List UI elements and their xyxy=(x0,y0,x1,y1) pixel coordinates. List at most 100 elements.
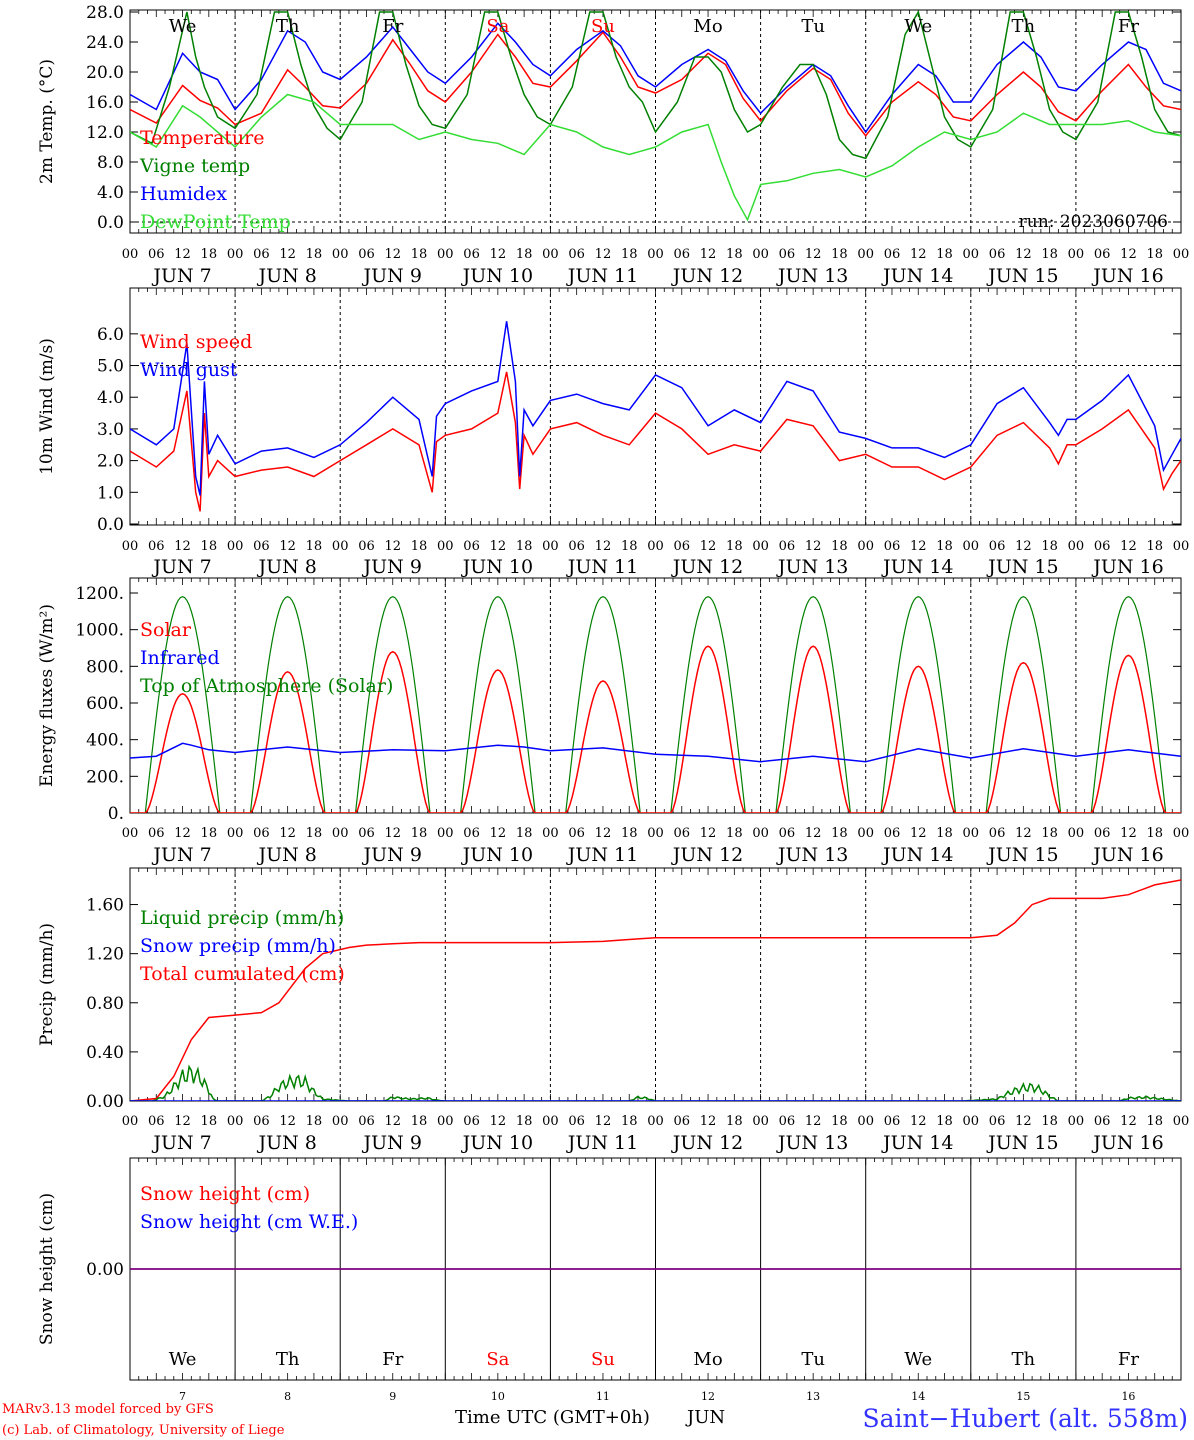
hour-tick-label: 00 xyxy=(647,826,664,841)
hour-tick-label: 18 xyxy=(201,1114,218,1129)
hour-tick-label: 00 xyxy=(857,1114,874,1129)
hour-tick-label: 00 xyxy=(1173,247,1190,262)
temp-ylabel: 2m Temp. (°C) xyxy=(37,59,57,184)
date-label: JUN 7 xyxy=(151,1132,211,1154)
hour-tick-label: 12 xyxy=(384,1114,401,1129)
panel-wind: 0.0 1.0 2.0 3.0 4.0 5.0 6.0 10m Wind (m/s) Wind … xyxy=(37,287,1190,578)
day-name-label: Th xyxy=(276,1349,300,1370)
hour-tick-label: 00 xyxy=(542,1114,559,1129)
y-tick-label: 800. xyxy=(86,657,124,677)
x-axis-label: Time UTC (GMT+0h) xyxy=(455,1407,650,1428)
hour-tick-label: 00 xyxy=(332,539,349,554)
day-number-label: 13 xyxy=(806,1390,820,1403)
y-tick-label: 600. xyxy=(86,694,124,714)
series-toa-solar xyxy=(130,596,1181,813)
hour-tick-label: 06 xyxy=(779,539,796,554)
hour-tick-label: 18 xyxy=(831,539,848,554)
hour-tick-label: 00 xyxy=(647,1114,664,1129)
hour-tick-label: 00 xyxy=(332,247,349,262)
hour-tick-label: 12 xyxy=(805,539,822,554)
hour-tick-label: 06 xyxy=(148,539,165,554)
hour-tick-label: 12 xyxy=(174,1114,191,1129)
hour-tick-label: 00 xyxy=(122,1114,139,1129)
hour-tick-label: 06 xyxy=(989,247,1006,262)
hour-tick-label: 00 xyxy=(332,826,349,841)
hour-tick-label: 06 xyxy=(568,826,585,841)
legend-entry: Wind gust xyxy=(140,359,238,381)
hour-tick-label: 18 xyxy=(516,247,533,262)
date-label: JUN 8 xyxy=(256,1132,316,1154)
hour-tick-label: 00 xyxy=(1068,247,1085,262)
hour-tick-label: 06 xyxy=(674,1114,691,1129)
date-label: JUN 10 xyxy=(461,844,533,866)
hour-tick-label: 12 xyxy=(595,1114,612,1129)
date-label: JUN 8 xyxy=(256,844,316,866)
date-label: JUN 11 xyxy=(566,556,638,578)
hour-tick-label: 00 xyxy=(857,826,874,841)
hour-tick-label: 00 xyxy=(1068,1114,1085,1129)
hour-tick-label: 18 xyxy=(306,539,323,554)
hour-tick-label: 18 xyxy=(726,539,743,554)
date-label: JUN 8 xyxy=(256,556,316,578)
series-liquid-precip-mm-h- xyxy=(130,1064,1181,1101)
date-label: JUN 10 xyxy=(461,265,533,287)
hour-tick-label: 06 xyxy=(1094,826,1111,841)
hour-tick-label: 00 xyxy=(1173,539,1190,554)
date-label: JUN 11 xyxy=(566,844,638,866)
hour-tick-label: 18 xyxy=(1041,247,1058,262)
day-name-label: We xyxy=(169,16,197,37)
legend-entry: Snow height (cm W.E.) xyxy=(140,1211,358,1233)
hour-tick-label: 00 xyxy=(542,247,559,262)
hour-tick-label: 06 xyxy=(884,539,901,554)
hour-tick-label: 00 xyxy=(647,539,664,554)
date-label: JUN 13 xyxy=(776,265,848,287)
legend-entry: Liquid precip (mm/h) xyxy=(140,907,344,929)
hour-tick-label: 06 xyxy=(148,247,165,262)
hour-tick-label: 06 xyxy=(1094,1114,1111,1129)
hour-tick-label: 00 xyxy=(752,539,769,554)
hour-tick-label: 12 xyxy=(174,539,191,554)
hour-tick-label: 12 xyxy=(1120,539,1137,554)
hour-tick-label: 00 xyxy=(122,247,139,262)
hour-tick-label: 18 xyxy=(306,826,323,841)
date-label: JUN 14 xyxy=(881,1132,953,1154)
y-tick-label: 4.0 xyxy=(97,388,124,408)
hour-tick-label: 00 xyxy=(227,539,244,554)
date-label: JUN 12 xyxy=(671,844,743,866)
date-label: JUN 9 xyxy=(362,844,422,866)
hour-tick-label: 18 xyxy=(516,826,533,841)
legend-entry: Total cumulated (cm) xyxy=(140,963,345,985)
y-tick-label: 24.0 xyxy=(86,33,124,53)
hour-tick-label: 12 xyxy=(174,826,191,841)
hour-tick-label: 18 xyxy=(1146,1114,1163,1129)
hour-tick-label: 06 xyxy=(674,247,691,262)
hour-tick-label: 00 xyxy=(437,539,454,554)
hour-tick-label: 06 xyxy=(674,826,691,841)
x-axis-month: JUN xyxy=(685,1407,725,1428)
panel-energy: 0. 200. 400. 600. 800. 1000. 1200. Energy fluxe… xyxy=(37,577,1189,866)
date-label: JUN 9 xyxy=(362,1132,422,1154)
date-label: JUN 14 xyxy=(881,556,953,578)
hour-tick-label: 12 xyxy=(279,539,296,554)
hour-tick-label: 12 xyxy=(700,247,717,262)
y-tick-label: 0.0 xyxy=(97,515,124,535)
hour-tick-label: 06 xyxy=(463,826,480,841)
date-label: JUN 10 xyxy=(461,556,533,578)
snow-ylabel: Snow height (cm) xyxy=(37,1193,57,1345)
day-name-label: Th xyxy=(1012,16,1036,37)
day-name-label: Su xyxy=(591,16,615,37)
hour-tick-label: 12 xyxy=(1120,247,1137,262)
hour-tick-label: 06 xyxy=(358,247,375,262)
day-name-label: Fr xyxy=(382,16,403,37)
hour-tick-label: 18 xyxy=(201,539,218,554)
day-number-label: 12 xyxy=(701,1390,715,1403)
hour-tick-label: 00 xyxy=(1173,1114,1190,1129)
series-total-cumulated-cm- xyxy=(130,879,1181,1101)
day-name-label: Fr xyxy=(382,1349,403,1370)
date-label: JUN 16 xyxy=(1091,1132,1163,1154)
y-tick-label: 8.0 xyxy=(97,153,124,173)
hour-tick-label: 18 xyxy=(621,826,638,841)
day-name-label: Fr xyxy=(1118,16,1139,37)
y-tick-label: 12.0 xyxy=(86,123,124,143)
y-tick-label: 0. xyxy=(108,804,124,824)
